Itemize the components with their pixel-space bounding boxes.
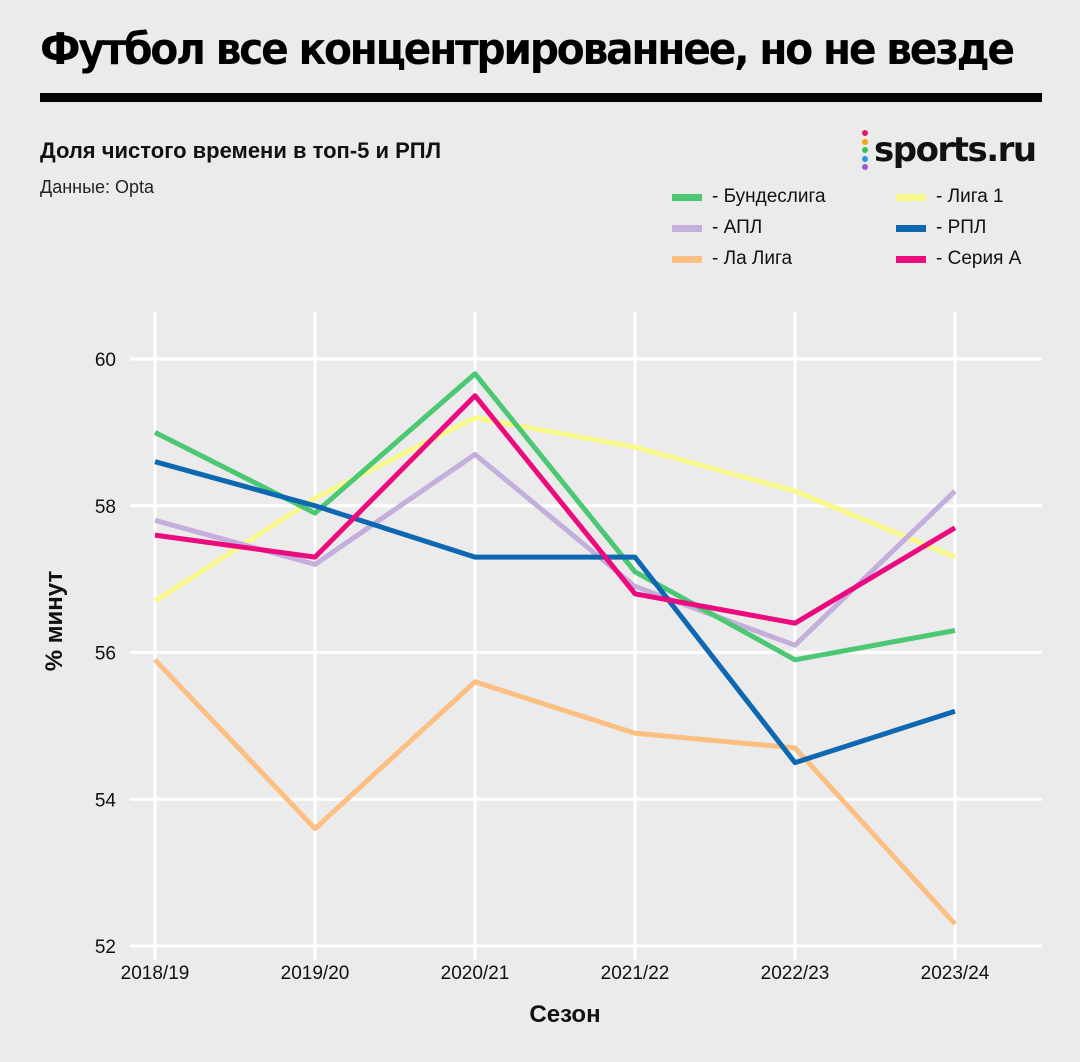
series-line	[153, 415, 956, 604]
logo-dot	[862, 130, 868, 136]
x-tick-label: 2019/20	[281, 963, 350, 984]
sports-ru-logo: sports.ru	[862, 128, 1037, 172]
series-line	[153, 658, 957, 926]
x-axis-title: Сезон	[529, 1001, 600, 1028]
legend-label: - Бундеслига	[712, 186, 826, 207]
series-line	[154, 451, 957, 648]
legend-swatch	[896, 255, 926, 263]
y-tick-labels: 52 54 56 58 60	[95, 350, 117, 958]
legend-item: - РПЛ	[896, 214, 1046, 242]
chart-subtitle: Доля чистого времени в топ-5 и РПЛ	[40, 138, 442, 163]
logo-dot	[862, 147, 868, 153]
chart-legend: - Бундеслига - Лига 1 - АПЛ - РПЛ - Ла Лига -…	[672, 183, 1052, 273]
x-tick-labels: 2018/19 2019/20 2020/21 2021/22 2022/23 2023/…	[121, 963, 990, 984]
headline-rule	[40, 93, 1042, 102]
legend-swatch	[896, 193, 926, 201]
y-tick-label: 58	[95, 497, 116, 518]
y-tick-label: 54	[95, 790, 117, 811]
legend-label: - Серия А	[936, 248, 1022, 269]
y-tick-label: 60	[95, 350, 116, 371]
legend-item: - Серия А	[896, 245, 1046, 273]
legend-item: - Бундеслига	[672, 183, 896, 211]
legend-swatch	[672, 255, 702, 263]
horizontal-gridlines	[130, 357, 1042, 948]
y-tick-label: 52	[95, 937, 116, 958]
legend-item: - Ла Лига	[672, 245, 896, 273]
vertical-gridlines	[153, 312, 957, 960]
legend-swatch	[896, 224, 926, 232]
series-line	[154, 459, 956, 766]
legend-item: - АПЛ	[672, 214, 896, 242]
y-axis-title: % минут	[41, 571, 68, 672]
x-tick-label: 2022/23	[761, 963, 830, 984]
legend-label: - Лига 1	[936, 186, 1004, 207]
logo-dot	[862, 138, 868, 145]
legend-swatch	[672, 193, 702, 201]
legend-label: - АПЛ	[712, 217, 763, 238]
x-tick-label: 2021/22	[601, 963, 670, 984]
y-tick-label: 56	[95, 644, 116, 665]
legend-item: - Лига 1	[896, 183, 1046, 211]
x-tick-label: 2020/21	[441, 963, 510, 984]
legend-label: - РПЛ	[936, 217, 987, 238]
x-tick-label: 2018/19	[121, 963, 190, 984]
logo-dot	[862, 155, 868, 162]
logo-dot	[862, 164, 868, 170]
series-line	[154, 393, 957, 626]
series-lines	[153, 371, 957, 926]
legend-label: - Ла Лига	[712, 248, 793, 269]
headline: Футбол все концентрированнее, но не везд…	[40, 24, 1015, 75]
legend-swatch	[672, 224, 702, 232]
logo-dots	[862, 130, 868, 170]
logo-text: sports.ru	[874, 130, 1037, 170]
series-line	[153, 371, 956, 663]
x-tick-label: 2023/24	[921, 963, 990, 984]
data-source: Данные: Opta	[40, 177, 155, 197]
